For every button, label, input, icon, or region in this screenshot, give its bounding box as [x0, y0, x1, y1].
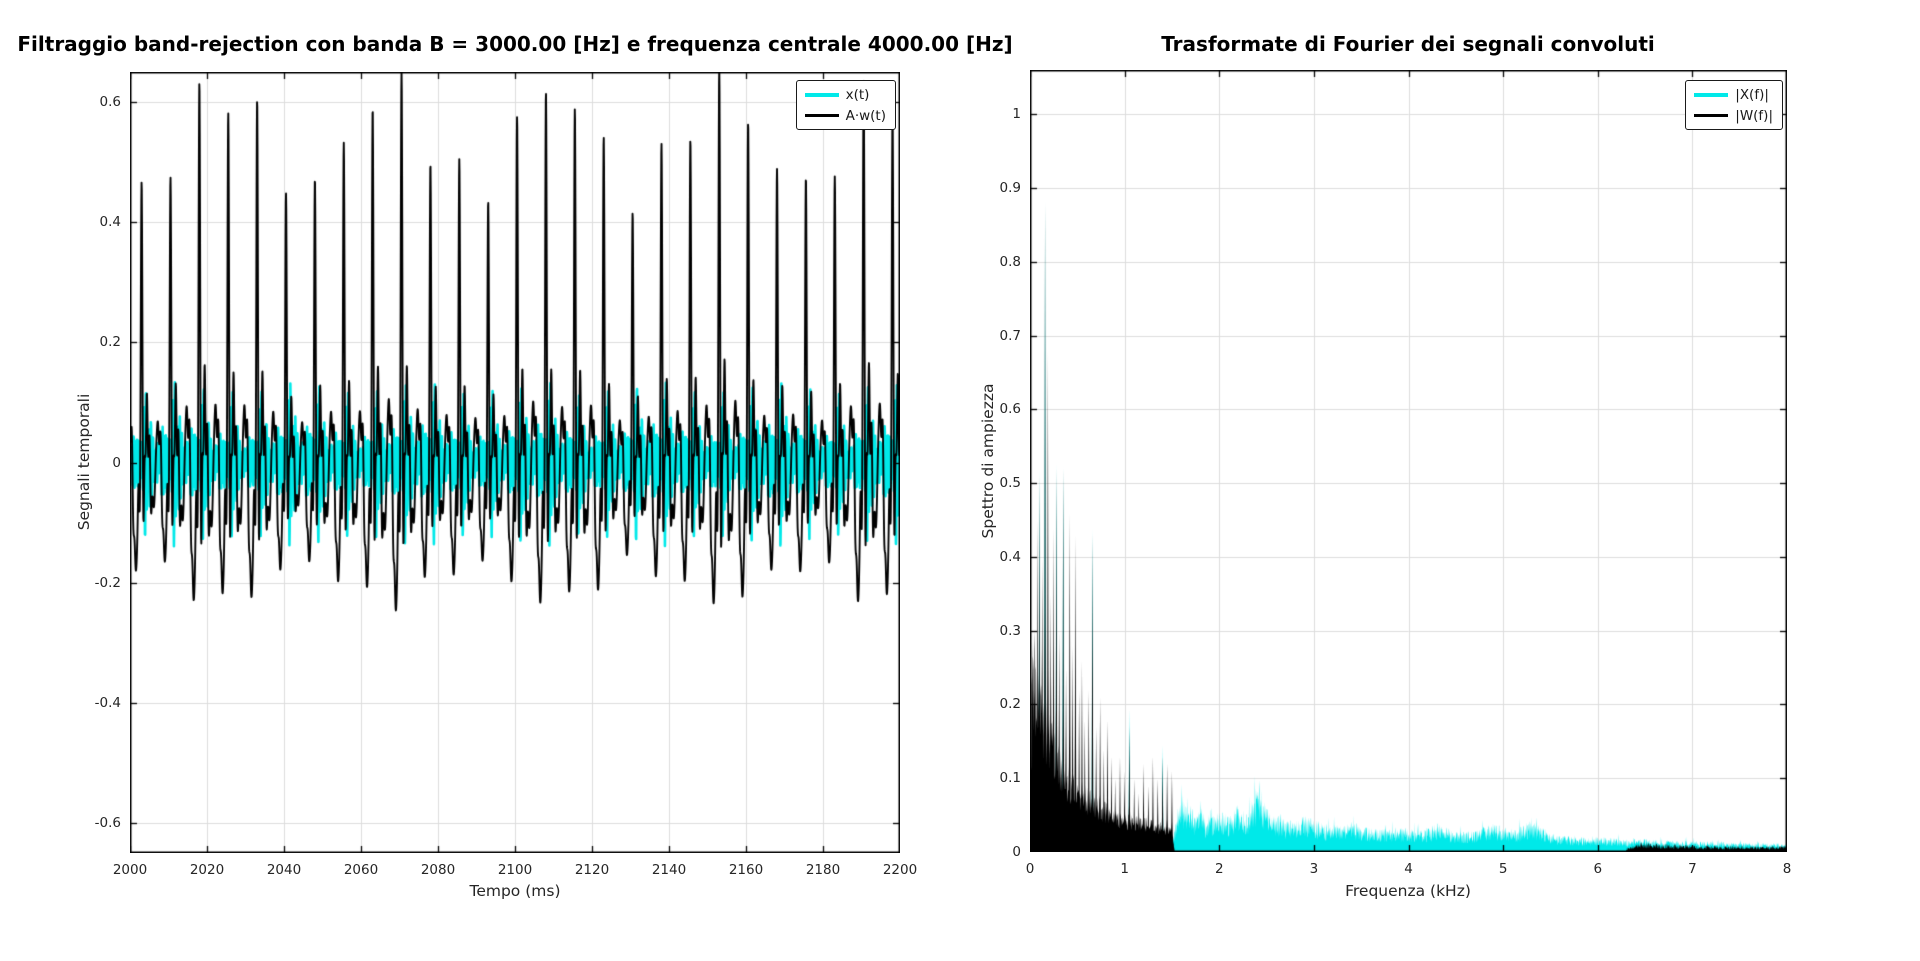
- x-tick-label: 2: [1214, 861, 1224, 877]
- spectrum-y-axis-label: Spettro di ampiezza: [979, 383, 997, 539]
- y-tick-label: 0: [112, 454, 121, 471]
- legend-entry-Wf: |W(f)|: [1694, 106, 1773, 125]
- xt-line-swatch: [804, 92, 839, 97]
- y-tick-label: 0.4: [999, 548, 1021, 565]
- time-plot-title: Filtraggio band-rejection con banda B = …: [17, 32, 1013, 56]
- awt-line-swatch: [804, 114, 839, 117]
- y-tick-label: -0.6: [94, 814, 121, 831]
- y-tick-label: 1: [1012, 106, 1021, 123]
- x-tick-label: 2040: [266, 862, 302, 878]
- x-tick-label: 2200: [882, 862, 918, 878]
- x-tick-label: 7: [1688, 861, 1697, 877]
- x-tick-label: 2180: [805, 862, 841, 878]
- x-tick-label: 1: [1120, 861, 1129, 877]
- y-tick-label: 0.8: [999, 253, 1021, 270]
- y-tick-label: 0.5: [999, 475, 1021, 492]
- x-tick-label: 3: [1309, 861, 1319, 877]
- spectrum-plot-canvas: [1030, 70, 1787, 852]
- x-tick-label: 0: [1025, 861, 1035, 877]
- x-tick-label: 2120: [574, 862, 610, 878]
- x-tick-label: 2100: [497, 862, 533, 878]
- y-tick-label: 0.2: [99, 334, 121, 351]
- spectrum-plot-legend: |X(f)| |W(f)|: [1685, 80, 1783, 130]
- x-tick-label: 5: [1498, 861, 1508, 877]
- time-x-axis-label: Tempo (ms): [469, 882, 561, 900]
- y-tick-label: 0.3: [999, 622, 1021, 639]
- y-tick-label: 0.6: [99, 94, 121, 111]
- y-tick-label: -0.2: [94, 574, 121, 591]
- Wf-line-swatch: [1694, 114, 1729, 117]
- x-tick-label: 2020: [189, 862, 225, 878]
- x-tick-label: 2080: [420, 862, 456, 878]
- y-tick-label: 0.1: [999, 770, 1021, 787]
- legend-label: A·w(t): [845, 107, 886, 124]
- y-tick-label: 0.9: [999, 180, 1021, 197]
- y-tick-label: 0.4: [99, 214, 121, 231]
- x-tick-label: 6: [1593, 861, 1603, 877]
- legend-entry-awt: A·w(t): [804, 106, 886, 125]
- legend-label: |W(f)|: [1735, 107, 1773, 124]
- spectrum-plot-title: Trasformate di Fourier dei segnali convo…: [1161, 32, 1655, 56]
- time-plot-canvas: [130, 72, 900, 853]
- x-tick-label: 2140: [651, 862, 687, 878]
- y-tick-label: 0.2: [999, 696, 1021, 713]
- legend-entry-Xf: |X(f)|: [1694, 85, 1773, 104]
- time-y-axis-label: Segnali temporali: [75, 393, 93, 531]
- time-plot-legend: x(t) A·w(t): [795, 80, 896, 130]
- x-tick-label: 2000: [112, 862, 148, 878]
- legend-label: x(t): [845, 86, 870, 103]
- legend-label: |X(f)|: [1735, 86, 1769, 103]
- x-tick-label: 8: [1782, 861, 1792, 877]
- y-tick-label: 0: [1012, 844, 1021, 860]
- spectrum-x-axis-label: Frequenza (kHz): [1345, 882, 1471, 900]
- x-tick-label: 2160: [728, 862, 764, 878]
- x-tick-label: 4: [1404, 861, 1413, 877]
- y-tick-label: -0.4: [94, 694, 121, 711]
- Xf-line-swatch: [1694, 92, 1729, 97]
- y-tick-label: 0.7: [999, 327, 1021, 344]
- legend-entry-xt: x(t): [804, 85, 886, 104]
- x-tick-label: 2060: [343, 862, 379, 878]
- y-tick-label: 0.6: [999, 401, 1021, 418]
